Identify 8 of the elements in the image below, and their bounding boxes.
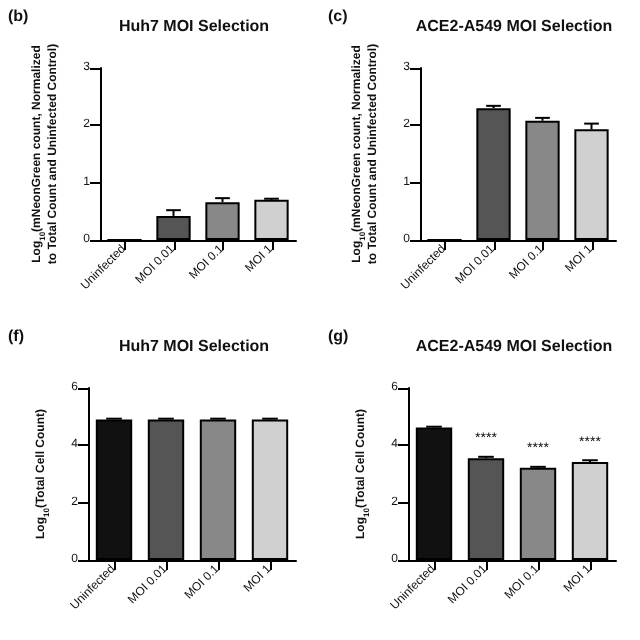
chart-title: Huh7 MOI Selection (118, 17, 270, 35)
chart-title: ACE2-A549 MOI Selection (415, 17, 613, 35)
text: (c) (328, 7, 349, 25)
text: (g) (328, 327, 350, 345)
text: (f) (8, 327, 25, 345)
chart-title: Huh7 MOI Selection (118, 337, 270, 355)
chart-title: ACE2-A549 MOI Selection (415, 337, 613, 355)
text: (b) (8, 7, 30, 25)
